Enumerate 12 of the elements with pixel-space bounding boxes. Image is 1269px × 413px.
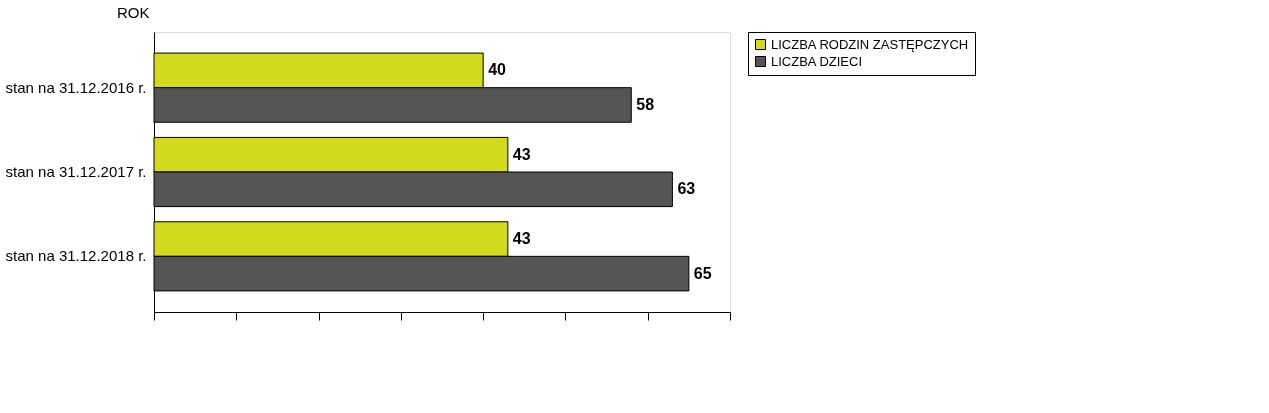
y-axis-title: ROK	[116, 3, 150, 21]
y-tick-label: stan na 31.12.2017 r.	[5, 163, 147, 180]
data-label: 43	[512, 145, 531, 163]
legend-label: LICZBA DZIECI	[771, 53, 863, 69]
y-tick-label: stan na 31.12.2016 r.	[5, 78, 147, 96]
y-tick-label: stan na 31.12.2018 r.	[5, 247, 147, 265]
data-label: 63	[677, 180, 696, 198]
data-label: 58	[636, 95, 655, 113]
data-label: 65	[693, 264, 712, 282]
legend-label: LICZBA RODZIN ZASTĘPCZYCH	[771, 36, 969, 52]
data-label: 40	[488, 61, 507, 79]
data-label: 43	[512, 230, 531, 248]
